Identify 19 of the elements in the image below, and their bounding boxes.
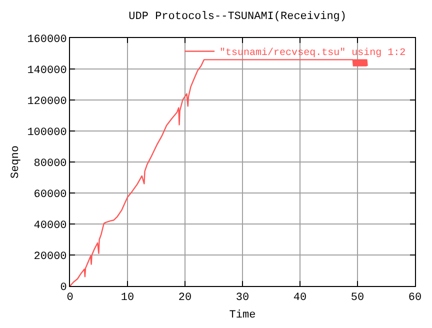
y-tick-label: 160000: [27, 34, 67, 46]
line-series: [70, 59, 368, 286]
y-axis-title: Seqno: [10, 145, 22, 179]
y-tick-label: 80000: [34, 158, 67, 170]
y-tick-label: 40000: [34, 220, 67, 232]
y-tick-label: 120000: [27, 96, 67, 108]
x-axis-title: Time: [229, 309, 256, 322]
x-tick-label: 30: [236, 292, 250, 304]
y-tick-label: 0: [60, 282, 67, 294]
x-tick-label: 20: [178, 292, 192, 304]
y-tick-label: 140000: [27, 64, 67, 77]
y-tick-label: 60000: [34, 188, 67, 201]
x-tick-label: 60: [408, 292, 422, 304]
chart-title: UDP Protocols--TSUNAMI(Receiving): [128, 11, 347, 24]
x-tick-label: 50: [350, 292, 364, 304]
y-tick-label: 100000: [27, 126, 67, 139]
x-tick-label: 10: [120, 292, 134, 304]
y-tick-label: 20000: [34, 250, 67, 263]
x-tick-label: 40: [293, 292, 307, 304]
